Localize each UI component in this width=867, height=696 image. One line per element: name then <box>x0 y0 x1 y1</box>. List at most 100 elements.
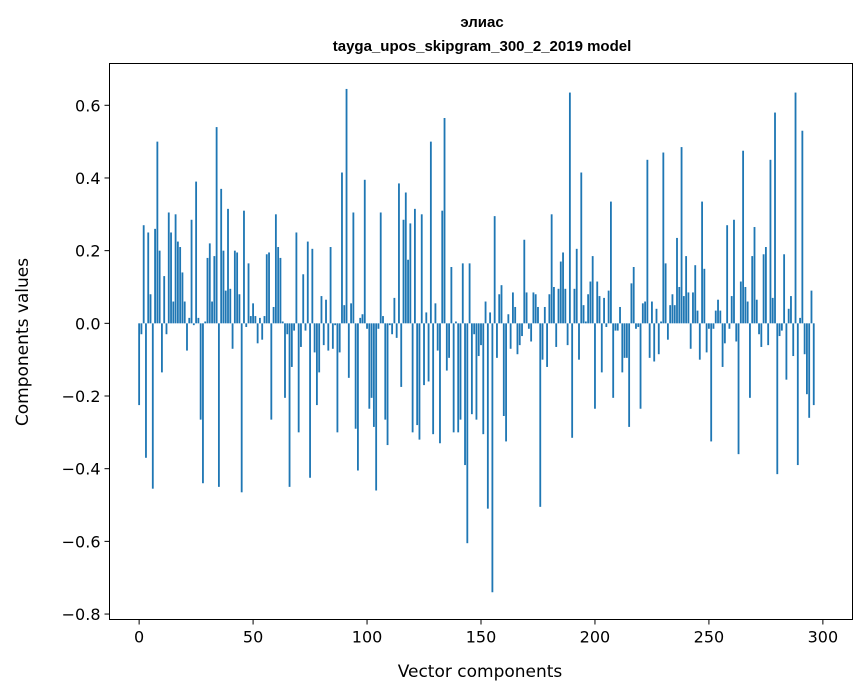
bar <box>439 323 441 444</box>
bar <box>227 208 229 324</box>
bar <box>427 323 430 382</box>
bar <box>689 323 692 349</box>
bar <box>541 323 544 360</box>
bar <box>578 323 580 360</box>
bar <box>151 323 154 489</box>
bar <box>217 323 220 487</box>
bar <box>746 301 749 324</box>
bar <box>197 317 200 324</box>
bar <box>778 323 781 337</box>
bar <box>655 308 658 324</box>
bar <box>286 323 289 335</box>
bar <box>582 305 585 324</box>
bar <box>161 323 163 373</box>
bar <box>801 130 804 324</box>
bar <box>625 323 628 358</box>
bar <box>377 323 380 329</box>
bar <box>145 323 147 458</box>
bar <box>441 210 444 324</box>
bar <box>496 323 498 358</box>
bar <box>584 321 587 324</box>
bar <box>473 323 476 335</box>
y-tick-label: 0.6 <box>75 96 100 115</box>
bar <box>361 314 364 324</box>
bar <box>662 152 665 324</box>
bar-series <box>138 88 815 593</box>
bar <box>687 292 690 324</box>
bar <box>204 321 207 324</box>
bar <box>457 323 460 433</box>
chart-title: элиас <box>460 14 503 31</box>
bar <box>158 250 161 324</box>
bar <box>719 310 722 324</box>
bar <box>591 256 594 324</box>
bar <box>215 127 218 324</box>
bar <box>733 219 735 324</box>
bar <box>653 323 656 362</box>
bar <box>546 323 548 367</box>
x-tick-label: 300 <box>808 628 839 647</box>
bar <box>254 316 257 324</box>
bar <box>295 232 298 324</box>
bar <box>375 323 378 491</box>
bar <box>263 316 266 324</box>
bar <box>808 323 811 418</box>
bar <box>527 323 530 329</box>
bar <box>721 323 724 367</box>
bar <box>751 256 754 324</box>
bar <box>243 210 245 324</box>
x-tick-label: 100 <box>352 628 383 647</box>
bar <box>231 323 234 349</box>
bar <box>315 323 318 406</box>
bar <box>537 306 539 324</box>
bar <box>676 237 678 324</box>
bar <box>806 323 808 395</box>
bar <box>755 299 758 324</box>
y-tick-label: −0.6 <box>62 532 101 551</box>
bar <box>468 263 471 324</box>
bar <box>270 323 273 420</box>
bar <box>238 294 241 324</box>
bar <box>336 323 339 433</box>
bar <box>710 323 713 442</box>
bar <box>325 299 327 324</box>
bar <box>247 263 250 324</box>
bar <box>213 256 216 324</box>
bar <box>409 223 412 324</box>
bar <box>796 323 799 466</box>
bar <box>705 323 708 353</box>
bar <box>596 281 599 324</box>
bar <box>331 323 334 349</box>
bar <box>600 323 603 373</box>
bar <box>393 297 396 324</box>
bar <box>730 296 733 324</box>
bar <box>557 288 560 324</box>
bar <box>507 314 510 324</box>
bar <box>154 228 156 324</box>
bar <box>694 265 697 324</box>
bar <box>181 272 184 324</box>
bar <box>673 305 676 324</box>
bar <box>521 323 523 337</box>
bar <box>386 323 389 446</box>
bar <box>211 301 213 324</box>
bar <box>794 92 797 324</box>
bar <box>391 323 394 335</box>
bar <box>792 323 795 357</box>
bar <box>776 323 779 475</box>
x-axis-ticks: 0 50 100 150 200 250 300 <box>134 619 839 647</box>
bar <box>443 118 446 324</box>
bar <box>514 306 517 324</box>
bar <box>787 308 790 324</box>
bar <box>249 316 252 324</box>
bar <box>306 241 309 324</box>
bar <box>341 172 343 324</box>
bar <box>619 306 621 324</box>
bar <box>605 323 608 327</box>
bar <box>646 159 649 324</box>
bar <box>256 323 259 344</box>
bar <box>480 323 482 346</box>
bar <box>660 321 662 324</box>
bar <box>183 301 186 324</box>
bar <box>167 212 170 324</box>
